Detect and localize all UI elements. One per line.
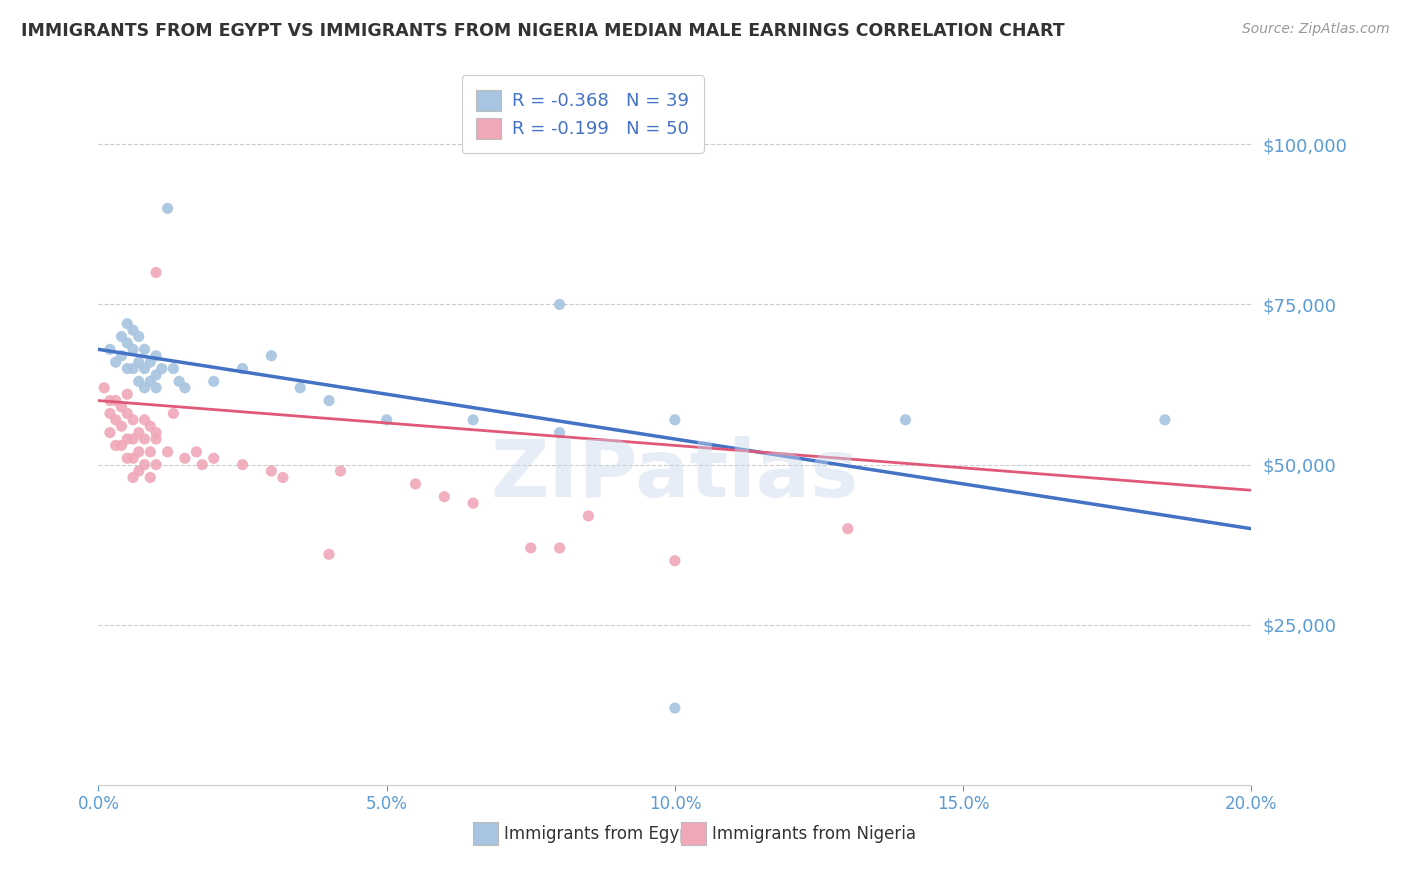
Point (837, 522, 859, 536)
Point (461, 496, 484, 510)
Point (145, 381, 167, 395)
Point (122, 343, 145, 357)
Point (186, 445, 208, 459)
Text: Immigrants from Egypt: Immigrants from Egypt (505, 824, 696, 843)
Point (167, 375, 190, 389)
Point (117, 335, 139, 350)
Point (104, 355, 127, 369)
Point (128, 464, 150, 478)
Point (134, 458, 156, 472)
Point (894, 413, 917, 427)
Point (104, 438, 127, 452)
Point (98, 406, 121, 420)
Point (231, 458, 254, 472)
Point (117, 317, 139, 331)
Point (150, 361, 173, 376)
Point (156, 445, 179, 459)
Point (110, 400, 132, 414)
Point (139, 445, 162, 459)
Point (174, 451, 197, 466)
Point (548, 541, 571, 555)
Point (117, 361, 139, 376)
Point (1154, 413, 1177, 427)
Text: Source: ZipAtlas.com: Source: ZipAtlas.com (1241, 22, 1389, 37)
Point (162, 406, 184, 420)
Point (128, 375, 150, 389)
Point (104, 413, 127, 427)
Point (139, 375, 162, 389)
Point (139, 470, 162, 484)
Point (329, 464, 352, 478)
Point (548, 297, 571, 311)
Point (260, 349, 283, 363)
Point (110, 419, 132, 434)
Point (145, 265, 167, 279)
Point (375, 413, 398, 427)
Point (110, 349, 132, 363)
Point (145, 349, 167, 363)
Point (162, 361, 184, 376)
Point (520, 541, 543, 555)
Point (405, 476, 427, 491)
Point (318, 547, 340, 561)
Point (260, 464, 283, 478)
Point (128, 355, 150, 369)
Legend: R = -0.368   N = 39, R = -0.199   N = 50: R = -0.368 N = 39, R = -0.199 N = 50 (461, 75, 703, 153)
Point (128, 425, 150, 440)
Point (110, 329, 132, 343)
Point (93, 381, 115, 395)
Point (461, 413, 484, 427)
Point (117, 387, 139, 401)
Point (156, 202, 179, 216)
Point (548, 425, 571, 440)
Point (117, 451, 139, 466)
Point (290, 381, 312, 395)
Point (110, 438, 132, 452)
FancyBboxPatch shape (681, 822, 706, 845)
Point (134, 381, 156, 395)
Point (664, 554, 686, 568)
Point (134, 413, 156, 427)
Point (122, 432, 145, 446)
Point (231, 361, 254, 376)
Point (139, 355, 162, 369)
Point (122, 413, 145, 427)
Point (98, 393, 121, 408)
Point (318, 393, 340, 408)
Point (122, 361, 145, 376)
Point (202, 375, 225, 389)
Point (117, 406, 139, 420)
Point (271, 470, 294, 484)
Point (98, 425, 121, 440)
Point (128, 329, 150, 343)
Point (191, 458, 214, 472)
Point (134, 432, 156, 446)
Text: IMMIGRANTS FROM EGYPT VS IMMIGRANTS FROM NIGERIA MEDIAN MALE EARNINGS CORRELATIO: IMMIGRANTS FROM EGYPT VS IMMIGRANTS FROM… (21, 22, 1064, 40)
Point (664, 701, 686, 715)
Point (145, 368, 167, 382)
Text: ZIPatlas: ZIPatlas (491, 436, 859, 514)
Point (104, 393, 127, 408)
Point (117, 432, 139, 446)
Point (134, 343, 156, 357)
Point (578, 508, 600, 523)
Point (174, 381, 197, 395)
Point (128, 445, 150, 459)
Point (145, 425, 167, 440)
Text: Immigrants from Nigeria: Immigrants from Nigeria (711, 824, 915, 843)
Point (122, 451, 145, 466)
Point (122, 470, 145, 484)
Point (202, 451, 225, 466)
Point (134, 361, 156, 376)
Point (664, 413, 686, 427)
Point (145, 458, 167, 472)
Point (122, 323, 145, 337)
Point (433, 490, 456, 504)
Point (98, 343, 121, 357)
Point (145, 432, 167, 446)
Point (139, 419, 162, 434)
FancyBboxPatch shape (472, 822, 499, 845)
